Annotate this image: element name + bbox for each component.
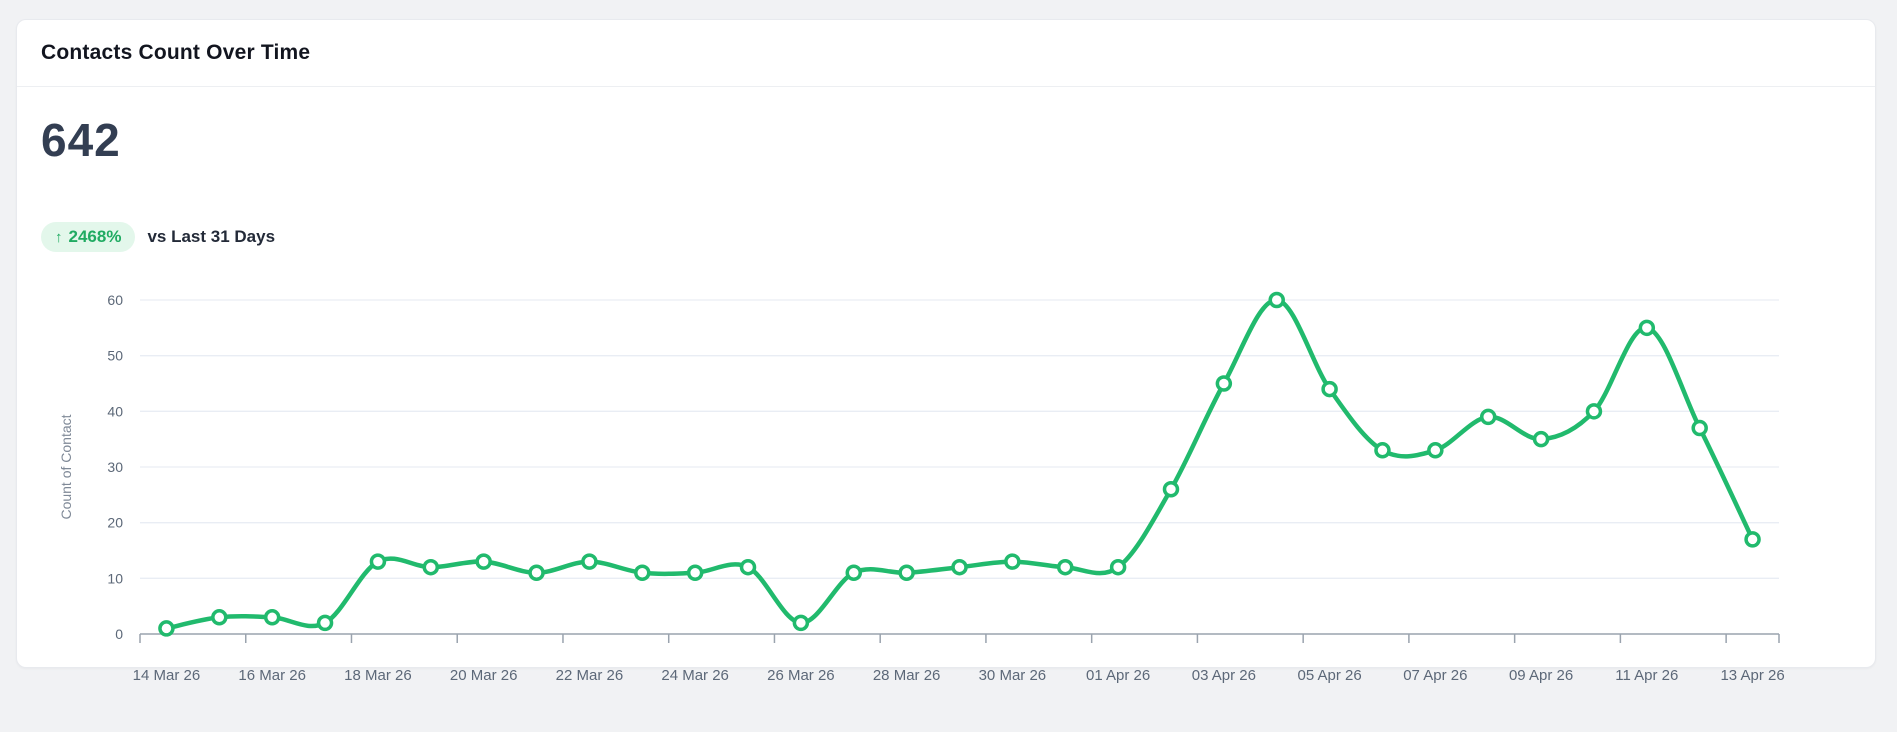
chart-card: Contacts Count Over Time 642 ↑ 2468% vs … [16,19,1876,684]
change-row: ↑ 2468% vs Last 31 Days [41,222,275,252]
card-title: Contacts Count Over Time [41,41,311,64]
data-point-marker[interactable] [1321,380,1338,398]
y-tick-label: 20 [107,515,123,531]
x-tick-label: 28 Mar 26 [873,667,941,684]
y-tick-label: 50 [107,348,123,364]
data-point-marker[interactable] [316,614,334,632]
x-tick-label: 26 Mar 26 [767,667,835,684]
x-tick-label: 05 Apr 26 [1297,667,1361,684]
data-point-marker[interactable] [1744,531,1761,548]
data-point-marker[interactable] [581,553,598,570]
data-point-marker[interactable] [1479,408,1497,426]
change-percent: 2468% [68,227,122,246]
data-point-marker[interactable] [263,609,281,626]
y-tick-label: 0 [115,626,123,642]
data-point-marker[interactable] [1374,442,1391,459]
x-tick-label: 09 Apr 26 [1509,667,1573,684]
y-tick-label: 30 [107,459,123,475]
data-point-marker[interactable] [1268,291,1285,309]
x-tick-label: 30 Mar 26 [979,667,1047,684]
data-point-marker[interactable] [1056,558,1074,576]
data-point-marker[interactable] [211,609,228,626]
comparison-label: vs Last 31 Days [147,227,276,246]
data-point-marker[interactable] [634,564,651,582]
data-point-marker[interactable] [739,558,757,576]
y-tick-label: 10 [107,570,123,586]
y-axis-title: Count of Contact [58,414,74,519]
x-tick-label: 14 Mar 26 [133,667,201,684]
data-point-marker[interactable] [422,558,440,576]
data-point-marker[interactable] [1691,419,1708,437]
data-point-marker[interactable] [1215,375,1233,392]
line-chart[interactable]: 0 10 20 30 40 50 60 14 Mar 26 16 Mar 26 18 Mar 26… [25,277,1869,727]
x-tick-label: 18 Mar 26 [344,667,412,684]
x-tick-label: 24 Mar 26 [661,667,729,684]
data-point-marker[interactable] [528,564,545,582]
data-point-marker[interactable] [898,564,915,582]
data-point-marker[interactable] [369,553,387,570]
x-tick-label: 13 Apr 26 [1720,667,1784,684]
x-tick-label: 03 Apr 26 [1192,667,1256,684]
y-tick-label: 60 [107,292,123,308]
data-point-marker[interactable] [1532,430,1550,448]
data-point-marker[interactable] [792,614,810,632]
x-tick-label: 16 Mar 26 [238,667,306,684]
change-badge: ↑ 2468% [41,222,136,252]
data-point-marker[interactable] [1109,558,1127,576]
data-point-marker[interactable] [1585,403,1603,420]
x-tick-label: 11 Apr 26 [1615,667,1678,684]
data-point-marker[interactable] [951,558,968,576]
data-point-marker[interactable] [158,620,175,637]
y-tick-label: 40 [107,403,123,419]
card-header: Contacts Count Over Time [17,20,1875,87]
up-arrow-icon: ↑ [55,228,63,246]
metric-value: 642 [41,114,121,166]
data-point-marker[interactable] [1162,481,1180,498]
line-chart-svg[interactable]: 0 10 20 30 40 50 60 14 Mar 26 16 Mar 26 18 Mar 26… [25,277,1869,727]
data-point-marker[interactable] [845,564,863,582]
x-tick-label: 20 Mar 26 [450,667,518,684]
data-point-marker[interactable] [686,564,704,582]
x-tick-label: 22 Mar 26 [556,667,624,684]
data-point-marker[interactable] [1638,319,1656,337]
data-point-marker[interactable] [1004,553,1021,570]
data-point-marker[interactable] [1427,442,1444,459]
data-point-marker[interactable] [475,553,492,570]
x-tick-label: 07 Apr 26 [1403,667,1467,684]
x-tick-label: 01 Apr 26 [1086,667,1150,684]
